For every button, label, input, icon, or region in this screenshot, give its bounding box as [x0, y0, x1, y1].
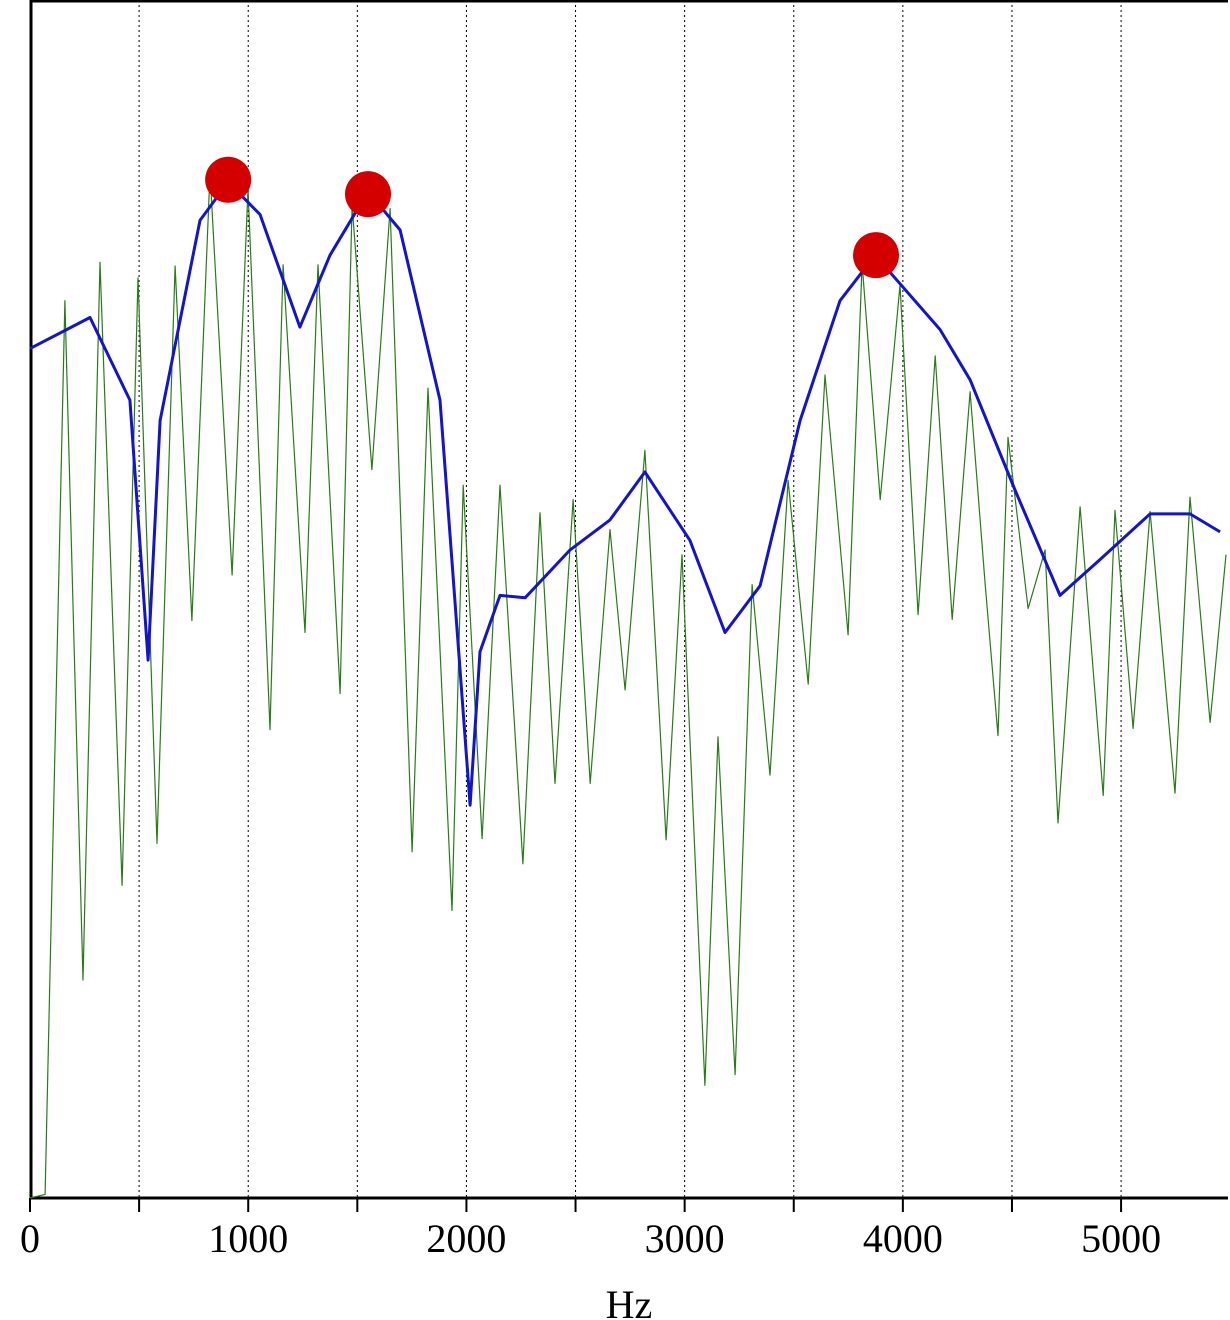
x-tick-label: 3000: [645, 1216, 725, 1261]
formant-point: [205, 156, 252, 203]
formant-point: [345, 171, 392, 218]
x-tick-label: 1000: [208, 1216, 288, 1261]
spectrum-line: [29, 180, 1221, 807]
axis-frame: [29, 0, 1228, 1200]
x-axis-label: Hz: [606, 1282, 653, 1320]
x-tick-label: 0: [20, 1216, 40, 1261]
x-tick-label: 4000: [863, 1216, 943, 1261]
x-tick-label: 5000: [1081, 1216, 1161, 1261]
formant-point: [853, 232, 900, 279]
x-tick-label: 2000: [426, 1216, 506, 1261]
spectrum-line: [29, 171, 1227, 1199]
